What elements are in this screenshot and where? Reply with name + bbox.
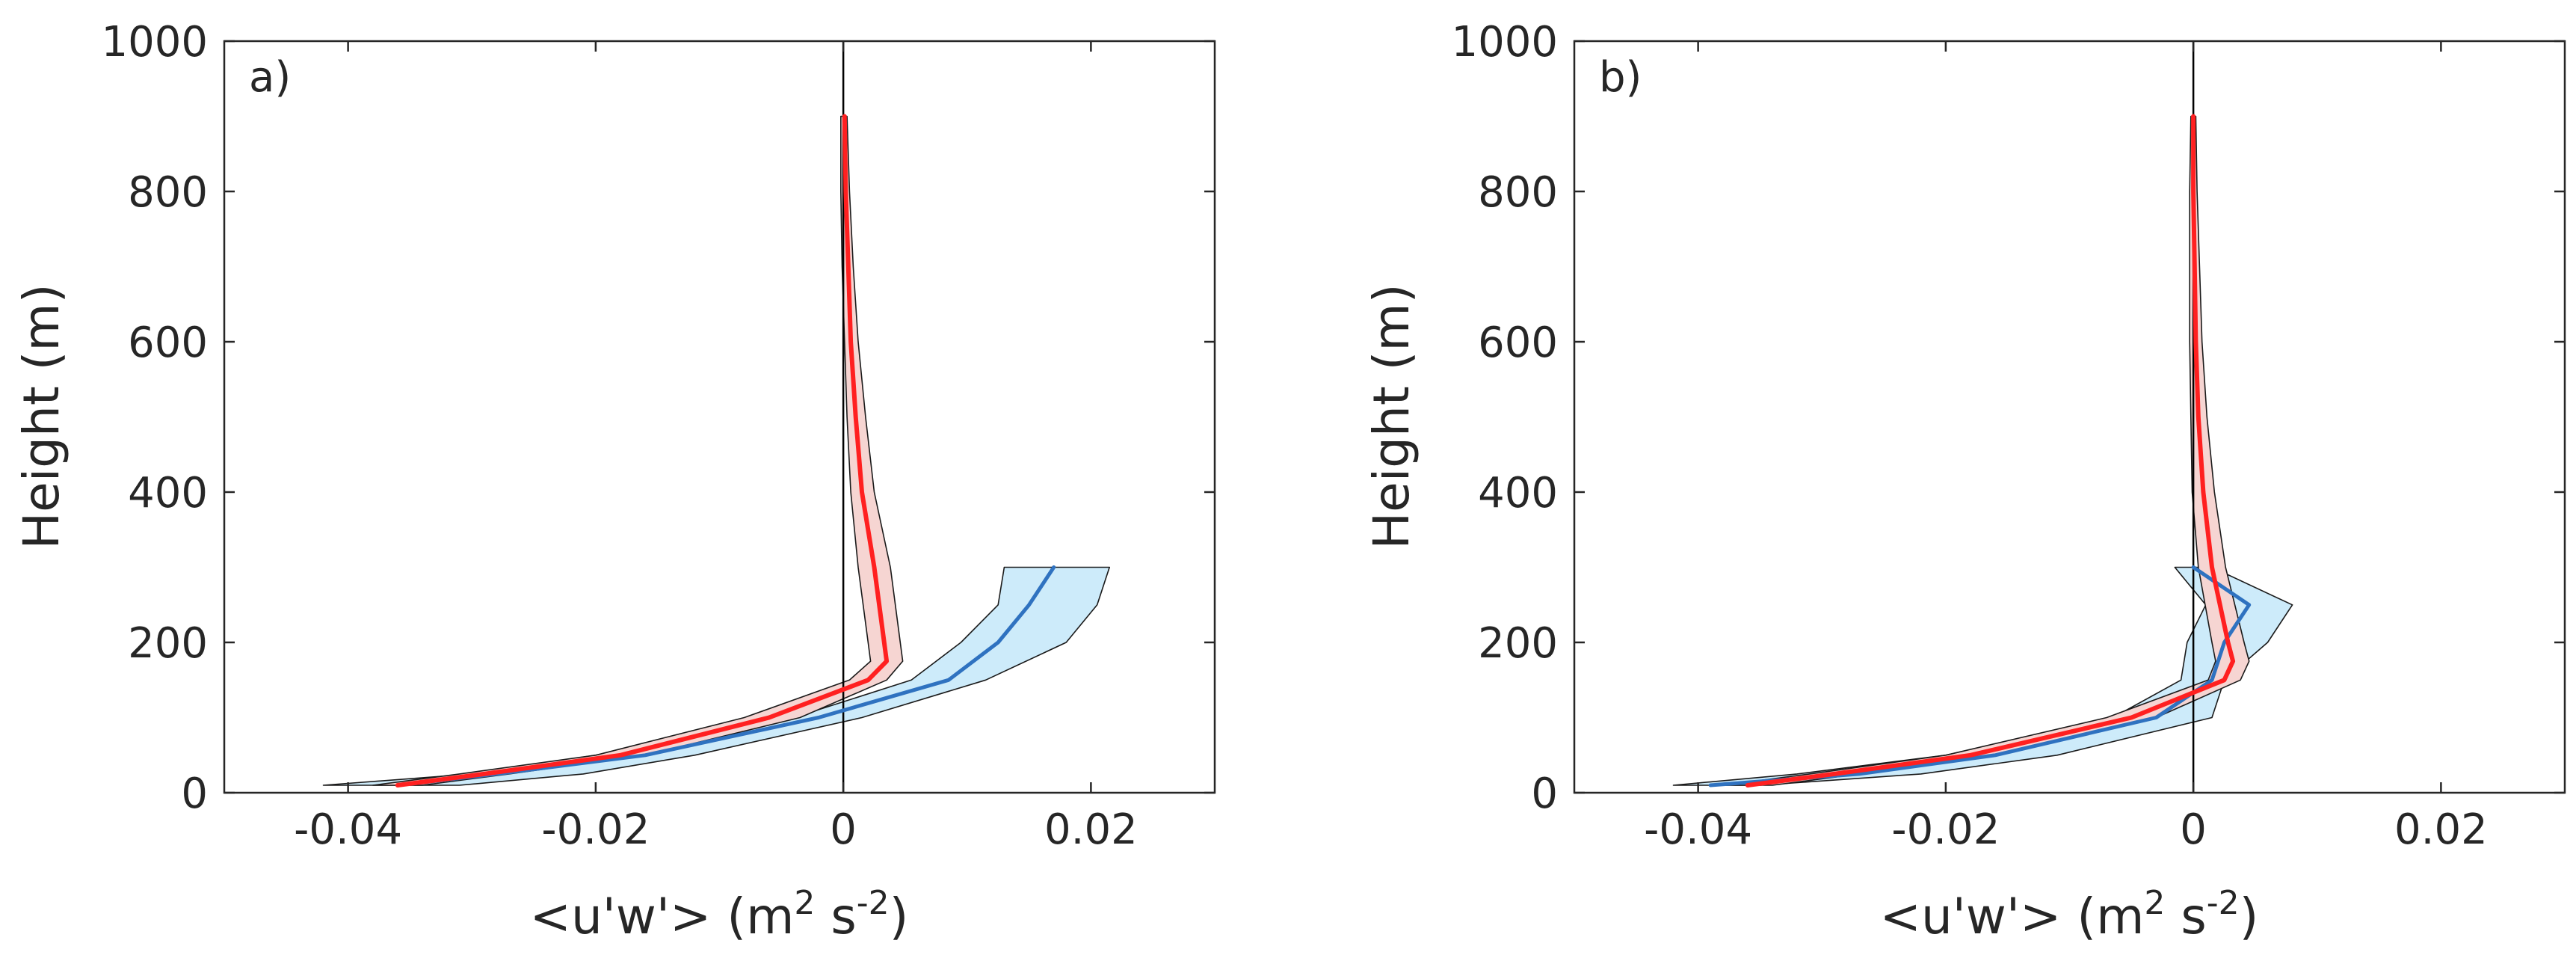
panel-label-b: b) [1599,53,1642,102]
y-tick-label-a: 0 [181,770,208,818]
x-axis-label-a: <u'w'> (m2 s-2) [530,884,909,945]
y-tick-label-b: 400 [1478,469,1558,518]
y-tick-label-a: 200 [128,619,208,668]
panel-b: -0.04 -0.02 0 0.02 0 200 400 600 800 1000 b) Heig… [1363,18,2565,945]
x-tick-label-a: -0.04 [294,805,402,854]
y-tick-label-b: 0 [1531,770,1558,818]
plot-area-b [1574,41,2565,793]
y-tick-label-a: 800 [128,168,208,217]
x-tick-label-a: -0.02 [541,805,650,854]
y-tick-label-a: 1000 [101,18,208,67]
x-tick-label-b: -0.04 [1644,805,1752,854]
y-tick-label-b: 1000 [1451,18,1558,67]
y-tick-label-b: 800 [1478,168,1558,217]
panel-a: -0.04 -0.02 0 0.02 0 200 400 600 800 1000 a) Heig… [13,18,1215,945]
x-tick-label-b: 0.02 [2394,805,2488,854]
x-tick-label-b: -0.02 [1891,805,2000,854]
y-tick-label-a: 600 [128,319,208,367]
plot-area-a [224,41,1215,793]
y-tick-label-b: 600 [1478,319,1558,367]
x-tick-label-b: 0 [2180,805,2207,854]
panel-label-a: a) [249,53,291,102]
x-axis-label-b: <u'w'> (m2 s-2) [1880,884,2259,945]
y-axis-label-b: Height (m) [1363,284,1420,550]
y-tick-label-b: 200 [1478,619,1558,668]
y-tick-label-a: 400 [128,469,208,518]
y-axis-label-a: Height (m) [13,284,70,550]
x-tick-label-a: 0 [830,805,857,854]
figure: -0.04 -0.02 0 0.02 0 200 400 600 800 1000 a) Heig… [0,0,2576,961]
x-tick-label-a: 0.02 [1044,805,1138,854]
